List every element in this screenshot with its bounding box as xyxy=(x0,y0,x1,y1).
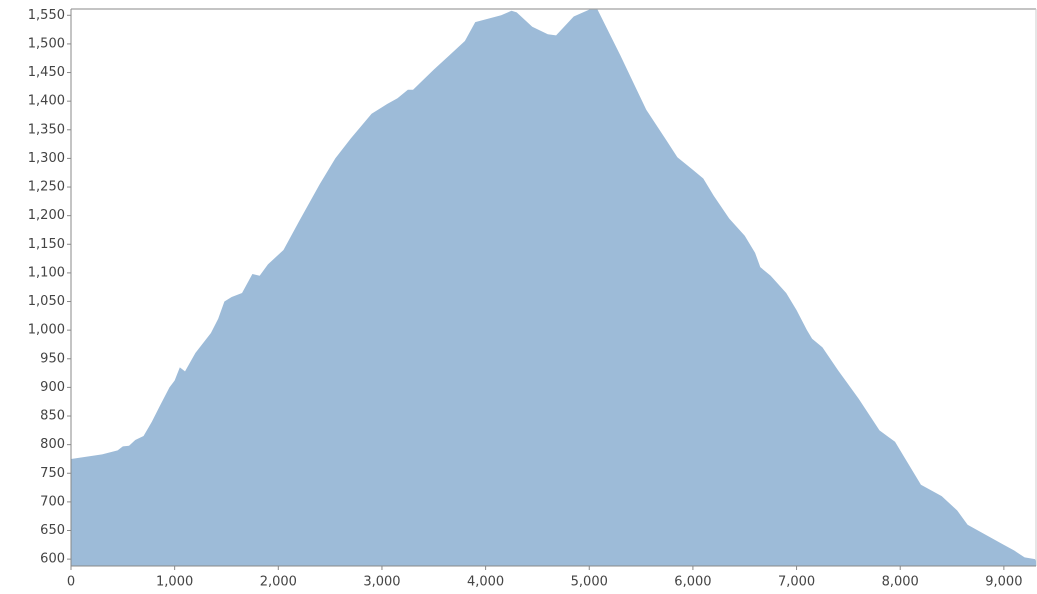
y-tick-label: 700 xyxy=(40,494,65,509)
x-tick-label: 3,000 xyxy=(363,575,400,590)
y-tick-label: 1,450 xyxy=(28,65,65,80)
x-tick-label: 2,000 xyxy=(260,575,297,590)
x-tick-label: 9,000 xyxy=(985,575,1022,590)
x-tick-label: 6,000 xyxy=(674,575,711,590)
y-tick-label: 1,000 xyxy=(28,323,65,338)
y-tick-label: 950 xyxy=(40,351,65,366)
y-tick-label: 900 xyxy=(40,380,65,395)
y-tick-label: 1,100 xyxy=(28,265,65,280)
y-tick-label: 650 xyxy=(40,523,65,538)
y-tick-label: 1,300 xyxy=(28,151,65,166)
y-tick-label: 1,350 xyxy=(28,122,65,137)
y-tick-label: 800 xyxy=(40,437,65,452)
x-tick-label: 0 xyxy=(67,575,75,590)
y-tick-label: 1,050 xyxy=(28,294,65,309)
y-tick-label: 600 xyxy=(40,552,65,567)
y-tick-label: 1,500 xyxy=(28,36,65,51)
y-tick-label: 1,250 xyxy=(28,180,65,195)
x-tick-label: 5,000 xyxy=(571,575,608,590)
area xyxy=(71,9,1036,566)
y-tick-label: 1,200 xyxy=(28,208,65,223)
x-tick-label: 7,000 xyxy=(778,575,815,590)
y-tick-label: 850 xyxy=(40,409,65,424)
y-tick-label: 1,150 xyxy=(28,237,65,252)
x-tick-label: 4,000 xyxy=(467,575,504,590)
y-tick-label: 750 xyxy=(40,466,65,481)
x-tick-label: 1,000 xyxy=(156,575,193,590)
y-tick-label: 1,400 xyxy=(28,94,65,109)
y-tick-label: 1,550 xyxy=(28,8,65,23)
x-tick-label: 8,000 xyxy=(882,575,919,590)
